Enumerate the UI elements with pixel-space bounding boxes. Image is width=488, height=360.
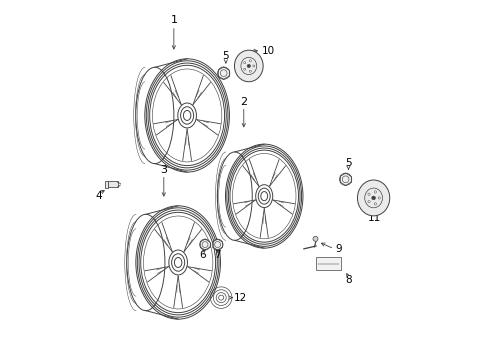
Circle shape	[373, 191, 376, 193]
Circle shape	[217, 67, 229, 79]
Text: 4: 4	[95, 191, 102, 201]
Circle shape	[199, 239, 210, 250]
Circle shape	[377, 197, 380, 199]
Circle shape	[367, 201, 369, 203]
Text: 8: 8	[345, 275, 351, 285]
Ellipse shape	[234, 50, 263, 82]
Circle shape	[212, 239, 223, 250]
Circle shape	[371, 196, 375, 200]
Circle shape	[373, 203, 376, 205]
Text: 12: 12	[233, 293, 246, 303]
Circle shape	[243, 62, 245, 64]
Text: 5: 5	[222, 51, 229, 61]
Circle shape	[246, 64, 250, 68]
Bar	[107, 181, 117, 187]
Text: 3: 3	[160, 165, 167, 175]
Text: 10: 10	[261, 46, 274, 56]
Text: 1: 1	[170, 15, 177, 26]
Circle shape	[249, 70, 251, 72]
Bar	[316, 257, 340, 270]
Text: 2: 2	[240, 97, 247, 107]
Circle shape	[249, 60, 251, 62]
Text: 11: 11	[367, 213, 380, 222]
Ellipse shape	[357, 180, 389, 216]
Circle shape	[243, 68, 245, 70]
Text: 9: 9	[334, 244, 341, 254]
Circle shape	[252, 65, 254, 67]
Circle shape	[367, 193, 369, 195]
Text: 5: 5	[345, 158, 351, 168]
Text: 6: 6	[199, 250, 205, 260]
Circle shape	[312, 236, 317, 241]
Text: 7: 7	[214, 250, 221, 260]
Bar	[104, 181, 108, 188]
Circle shape	[339, 173, 351, 185]
